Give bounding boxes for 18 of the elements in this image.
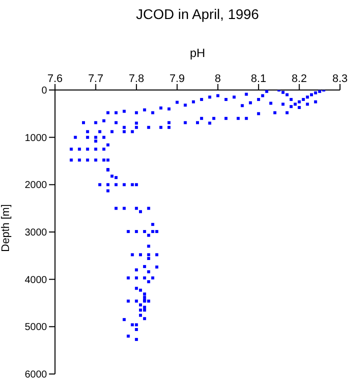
y-tick-label: 5000 [24,322,48,334]
chart-title: JCOD in April, 1996 [135,6,260,22]
x-tick-label: 7.9 [169,73,185,85]
y-tick-label: 1000 [24,132,48,144]
x-tick-label: 8.3 [332,73,348,85]
y-axis-title: Depth [m] [0,203,12,254]
x-axis-title: pH [188,46,206,60]
y-tick-label: 2000 [24,180,48,192]
x-tick-label: 8.1 [250,73,266,85]
x-tick-label: 8 [214,73,221,85]
y-tick-label: 4000 [24,274,48,286]
x-tick-label: 7.6 [47,73,63,85]
x-tick-label: 7.7 [88,73,104,85]
x-tick-label: 8.2 [292,73,307,85]
y-tick-label: 0 [41,86,48,97]
y-tick-label: 6000 [24,370,48,381]
x-tick-label: 7.8 [128,73,144,85]
y-tick-label: 3000 [24,228,48,239]
